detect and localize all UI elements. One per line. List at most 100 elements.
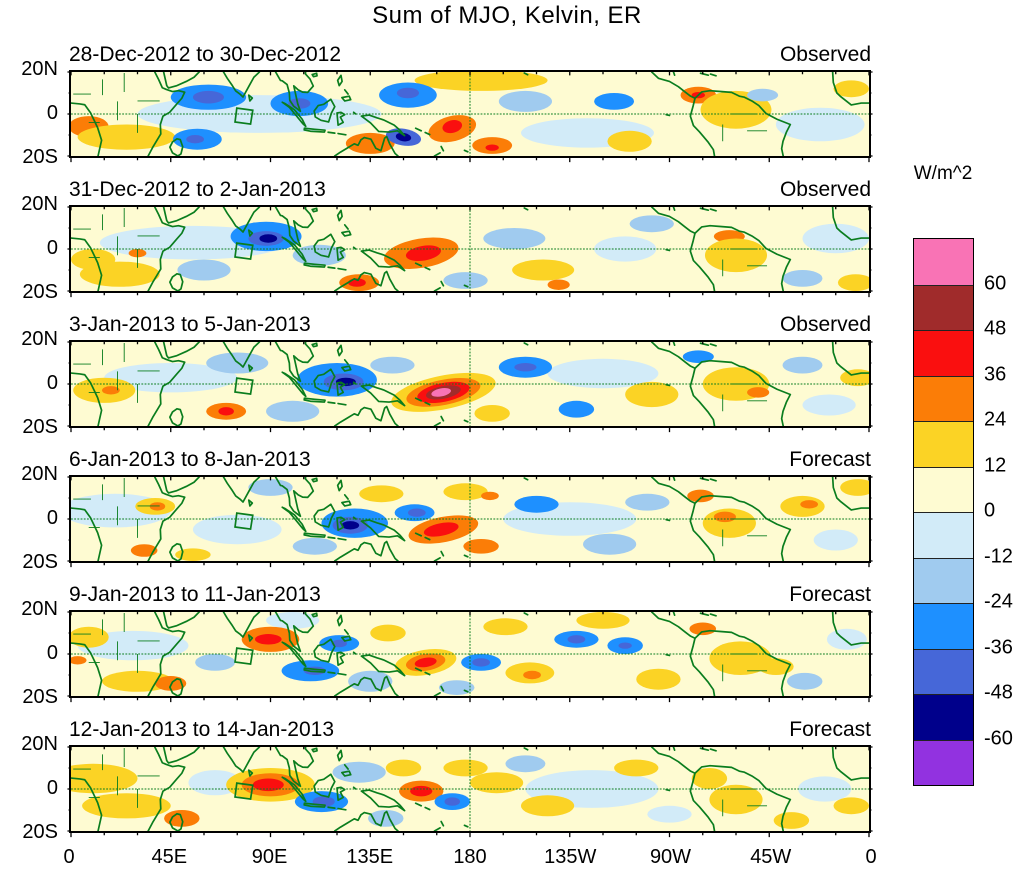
anomaly-blob — [414, 72, 548, 91]
coastline — [328, 672, 346, 675]
anomaly-blob — [826, 628, 867, 650]
lon-tick-label: 0 — [865, 846, 877, 868]
coastline — [337, 517, 345, 530]
anomaly-blob — [472, 658, 490, 667]
panel-date-range: 3-Jan-2013 to 5-Jan-2013 — [69, 313, 311, 336]
coastline — [148, 342, 185, 426]
colorbar-segment — [914, 239, 973, 285]
coastline — [337, 382, 345, 395]
anomaly-blob — [443, 759, 488, 777]
anomaly-blob — [474, 405, 510, 422]
colorbar-units-label: W/m^2 — [913, 163, 973, 184]
anomaly-blob — [813, 529, 858, 551]
coastline — [338, 345, 351, 371]
anomaly-blob — [423, 522, 459, 537]
colorbar-segment — [914, 603, 973, 649]
anomaly-blob — [292, 537, 337, 555]
coastline — [833, 747, 869, 780]
coastline — [249, 230, 253, 236]
coastline — [361, 520, 404, 541]
panel-source-label: Observed — [779, 43, 871, 66]
colorbar-tick-label: 36 — [984, 363, 1007, 385]
coastline — [524, 748, 669, 790]
colorbar-tick-label: 24 — [984, 408, 1007, 431]
coastline — [71, 373, 102, 426]
coastline — [148, 612, 185, 696]
coastline — [276, 477, 314, 516]
anomaly-blob — [840, 479, 869, 496]
coastline — [224, 747, 260, 772]
anomaly-blob — [396, 87, 420, 99]
coastline — [335, 136, 398, 156]
coastline — [361, 655, 404, 676]
anomaly-blob — [625, 381, 679, 408]
panel-date-range: 12-Jan-2013 to 14-Jan-2013 — [69, 718, 335, 741]
lat-tick-label: 20N — [21, 193, 58, 215]
region-box-marker — [235, 108, 253, 124]
coastline — [416, 398, 468, 426]
lat-tick-label: 0 — [46, 372, 58, 394]
panel-date-range: 6-Jan-2013 to 8-Jan-2013 — [69, 448, 311, 471]
region-box-marker — [235, 513, 253, 529]
coastline — [524, 343, 669, 385]
country-borders — [73, 613, 767, 681]
anomaly-blob — [395, 132, 412, 142]
anomaly-blob — [629, 215, 674, 233]
anomaly-blob — [345, 132, 395, 154]
anomaly-blob — [576, 612, 630, 629]
anomaly-blob — [713, 511, 736, 523]
axis-ticks — [67, 747, 872, 837]
region-box-marker — [235, 243, 253, 259]
coastline — [224, 477, 260, 502]
anomaly-blob — [77, 124, 176, 150]
anomaly-blob — [71, 626, 109, 648]
region-box-marker — [235, 378, 253, 394]
anomaly-blob — [252, 778, 284, 792]
colorbar-tick-label: 60 — [984, 272, 1007, 294]
panel-source-label: Observed — [779, 313, 871, 336]
lat-tick-label: 0 — [46, 507, 58, 529]
coastline — [354, 787, 356, 789]
country-borders — [73, 478, 767, 546]
anomaly-blob — [483, 228, 546, 249]
coastline — [249, 365, 253, 371]
colorbar-segment — [914, 512, 973, 558]
lat-tick-label: 0 — [46, 777, 58, 799]
panel-source-label: Forecast — [789, 448, 871, 471]
map-panel-svg — [69, 340, 871, 428]
coastline — [314, 234, 335, 257]
coastline — [312, 478, 317, 481]
coastline — [524, 73, 669, 115]
coastline — [833, 207, 869, 240]
coastline — [652, 612, 715, 696]
lat-tick-label: 20N — [21, 328, 58, 350]
coastline — [695, 361, 790, 426]
coastline — [652, 342, 715, 426]
anomaly-blob — [259, 234, 278, 243]
anomaly-blob — [341, 521, 360, 530]
axis-ticks — [67, 342, 872, 432]
coastline — [71, 643, 102, 696]
coastline — [652, 72, 715, 156]
coastline — [416, 668, 468, 696]
coastline — [354, 652, 356, 654]
coastline — [673, 612, 716, 616]
anomaly-blob — [594, 93, 635, 110]
coastline — [335, 541, 398, 561]
map-panel-svg — [69, 70, 871, 158]
coastline — [148, 207, 185, 291]
colorbar-segment — [914, 421, 973, 467]
colorbar-tick-label: 12 — [984, 454, 1007, 476]
anomaly-blob — [625, 493, 670, 511]
anomaly-blob — [481, 491, 499, 501]
panel-date-range: 28-Dec-2012 to 30-Dec-2012 — [69, 43, 341, 66]
anomaly-blob — [442, 120, 463, 134]
lat-tick-label: 0 — [46, 237, 58, 259]
coastline — [833, 612, 869, 645]
anomaly-blob — [691, 768, 728, 789]
coastline — [338, 615, 351, 641]
lat-tick-label: 20S — [22, 146, 58, 168]
panel-source-label: Observed — [779, 178, 871, 201]
anomaly-blob — [79, 261, 160, 287]
coastline — [224, 207, 260, 232]
